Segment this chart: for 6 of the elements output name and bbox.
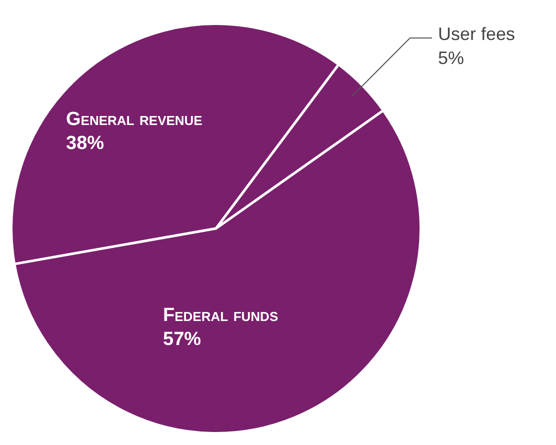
slice-label: Federal funds	[163, 304, 278, 328]
data-label: 38%	[66, 132, 106, 156]
slice-label: General revenue	[66, 108, 202, 132]
data-label: 5%	[438, 47, 466, 70]
data-label: 57%	[163, 328, 202, 352]
slice-label: User fees	[438, 23, 516, 46]
